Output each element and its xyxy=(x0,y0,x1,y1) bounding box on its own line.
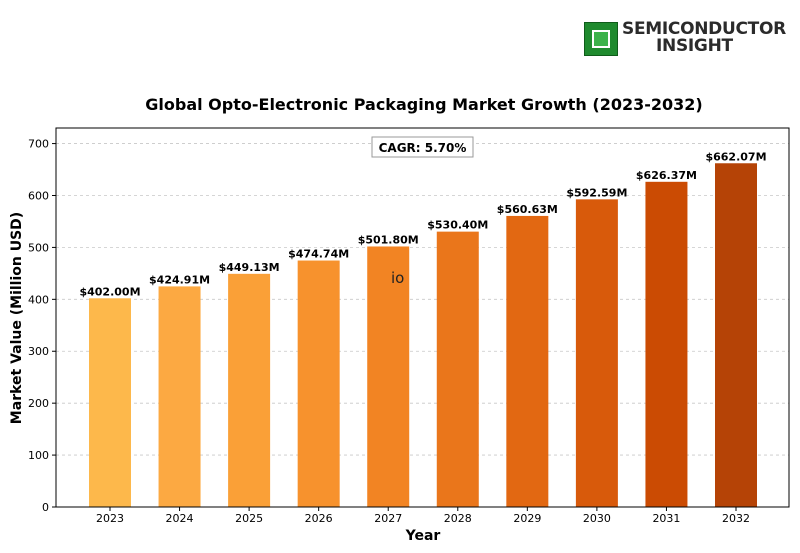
bar xyxy=(89,298,131,507)
y-axis-ticks: 0 100 200 300 400 500 600 700 xyxy=(28,138,56,514)
y-tick-label: 700 xyxy=(28,138,49,151)
x-tick-label: 2024 xyxy=(166,512,194,525)
chart-title: Global Opto-Electronic Packaging Market … xyxy=(145,95,702,114)
semiconductor-insight-logo: SEMICONDUCTOR INSIGHT xyxy=(584,21,786,58)
data-labels: $402.00M $424.91M $449.13M $474.74M $501.80M… xyxy=(79,150,766,298)
y-axis-label: Market Value (Million USD) xyxy=(9,212,25,424)
bar xyxy=(715,163,757,507)
cagr-box xyxy=(371,136,474,158)
y-tick-label: 500 xyxy=(28,241,49,254)
y-tick-label: 600 xyxy=(28,189,49,202)
x-tick-label: 2028 xyxy=(444,512,472,525)
data-label: $626.37M xyxy=(636,169,697,182)
data-label: $662.07M xyxy=(705,150,766,163)
x-tick-label: 2025 xyxy=(235,512,263,525)
logo-line1: SEMICONDUCTOR xyxy=(622,19,786,39)
bar xyxy=(158,286,201,507)
plot-frame xyxy=(55,127,790,508)
x-axis-ticks: 2023 2024 2025 2026 2027 2028 2029 2030 2031 2032 xyxy=(96,507,750,525)
x-axis-label: Year xyxy=(405,528,441,544)
x-tick-label: 2030 xyxy=(583,512,611,525)
data-label: $449.13M xyxy=(219,261,280,274)
x-tick-label: 2027 xyxy=(374,512,402,525)
stray-text: io xyxy=(391,269,404,287)
x-tick-label: 2029 xyxy=(513,512,541,525)
y-tick-label: 0 xyxy=(42,501,49,514)
bar xyxy=(575,199,618,507)
bars xyxy=(89,163,757,508)
x-tick-label: 2026 xyxy=(305,512,333,525)
y-tick-label: 400 xyxy=(28,293,49,306)
data-label: $560.63M xyxy=(497,203,558,216)
chip-icon xyxy=(584,22,618,56)
x-tick-label: 2032 xyxy=(722,512,750,525)
data-label: $424.91M xyxy=(149,273,210,286)
y-tick-label: 300 xyxy=(28,345,49,358)
data-label: $501.80M xyxy=(358,233,419,246)
cagr-annotation: CAGR: 5.70% xyxy=(371,136,474,158)
logo-text: SEMICONDUCTOR INSIGHT xyxy=(622,21,786,55)
bar xyxy=(436,231,479,508)
data-label: $474.74M xyxy=(288,248,349,261)
x-tick-label: 2023 xyxy=(96,512,124,525)
bar xyxy=(506,215,549,507)
cagr-text: CAGR: 5.70% xyxy=(379,141,467,155)
bar xyxy=(228,273,271,507)
x-tick-label: 2031 xyxy=(652,512,680,525)
data-label: $530.40M xyxy=(427,219,488,232)
data-label: $402.00M xyxy=(79,285,140,298)
bar xyxy=(645,181,688,507)
bar xyxy=(297,260,340,507)
y-tick-label: 100 xyxy=(28,449,49,462)
y-tick-label: 200 xyxy=(28,397,49,410)
logo-line2: INSIGHT xyxy=(656,36,733,56)
data-label: $592.59M xyxy=(566,186,627,199)
bar xyxy=(367,246,410,507)
